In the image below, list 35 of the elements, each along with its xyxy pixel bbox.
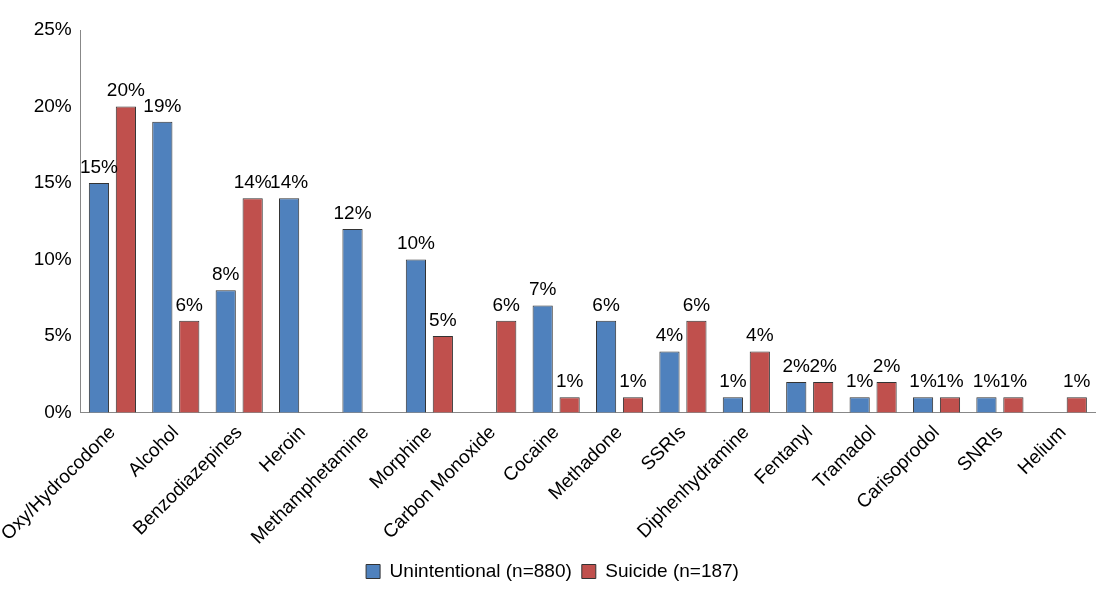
data-label: 5% [429,308,457,330]
data-label: 20% [106,79,145,101]
data-label: 1% [1063,370,1091,392]
data-label: 4% [746,324,774,346]
y-tick-label: 10% [33,247,72,269]
data-label: 14% [233,171,272,193]
y-tick-label: 5% [44,324,72,346]
data-label: 10% [396,232,436,254]
data-label: 6% [175,293,204,315]
data-label: 2% [782,354,811,376]
data-label: 1% [999,370,1028,392]
y-tick-label: 20% [33,94,72,116]
y-tick-label: 0% [44,400,72,422]
legend-label: Suicide (n=187) [605,559,739,581]
data-label: 1% [972,370,1001,392]
data-label: 2% [872,354,901,376]
legend-label: Unintentional (n=880) [389,559,572,581]
data-label: 14% [270,171,309,193]
data-label: 12% [333,201,372,223]
data-label: 1% [719,370,747,392]
data-label: 19% [143,94,182,116]
data-label: 6% [682,293,711,315]
data-label: 1% [936,370,964,392]
data-label: 7% [528,278,557,300]
data-label: 4% [655,324,684,346]
data-label: 1% [845,370,874,392]
data-label: 8% [211,262,240,284]
data-label: 6% [592,293,620,315]
data-label: 1% [619,370,647,392]
y-tick-label: 25% [33,18,72,40]
data-label: 1% [555,370,584,392]
data-label: 2% [809,354,838,376]
y-tick-label: 15% [33,171,72,193]
data-label: 1% [909,370,937,392]
data-label: 6% [492,293,521,315]
